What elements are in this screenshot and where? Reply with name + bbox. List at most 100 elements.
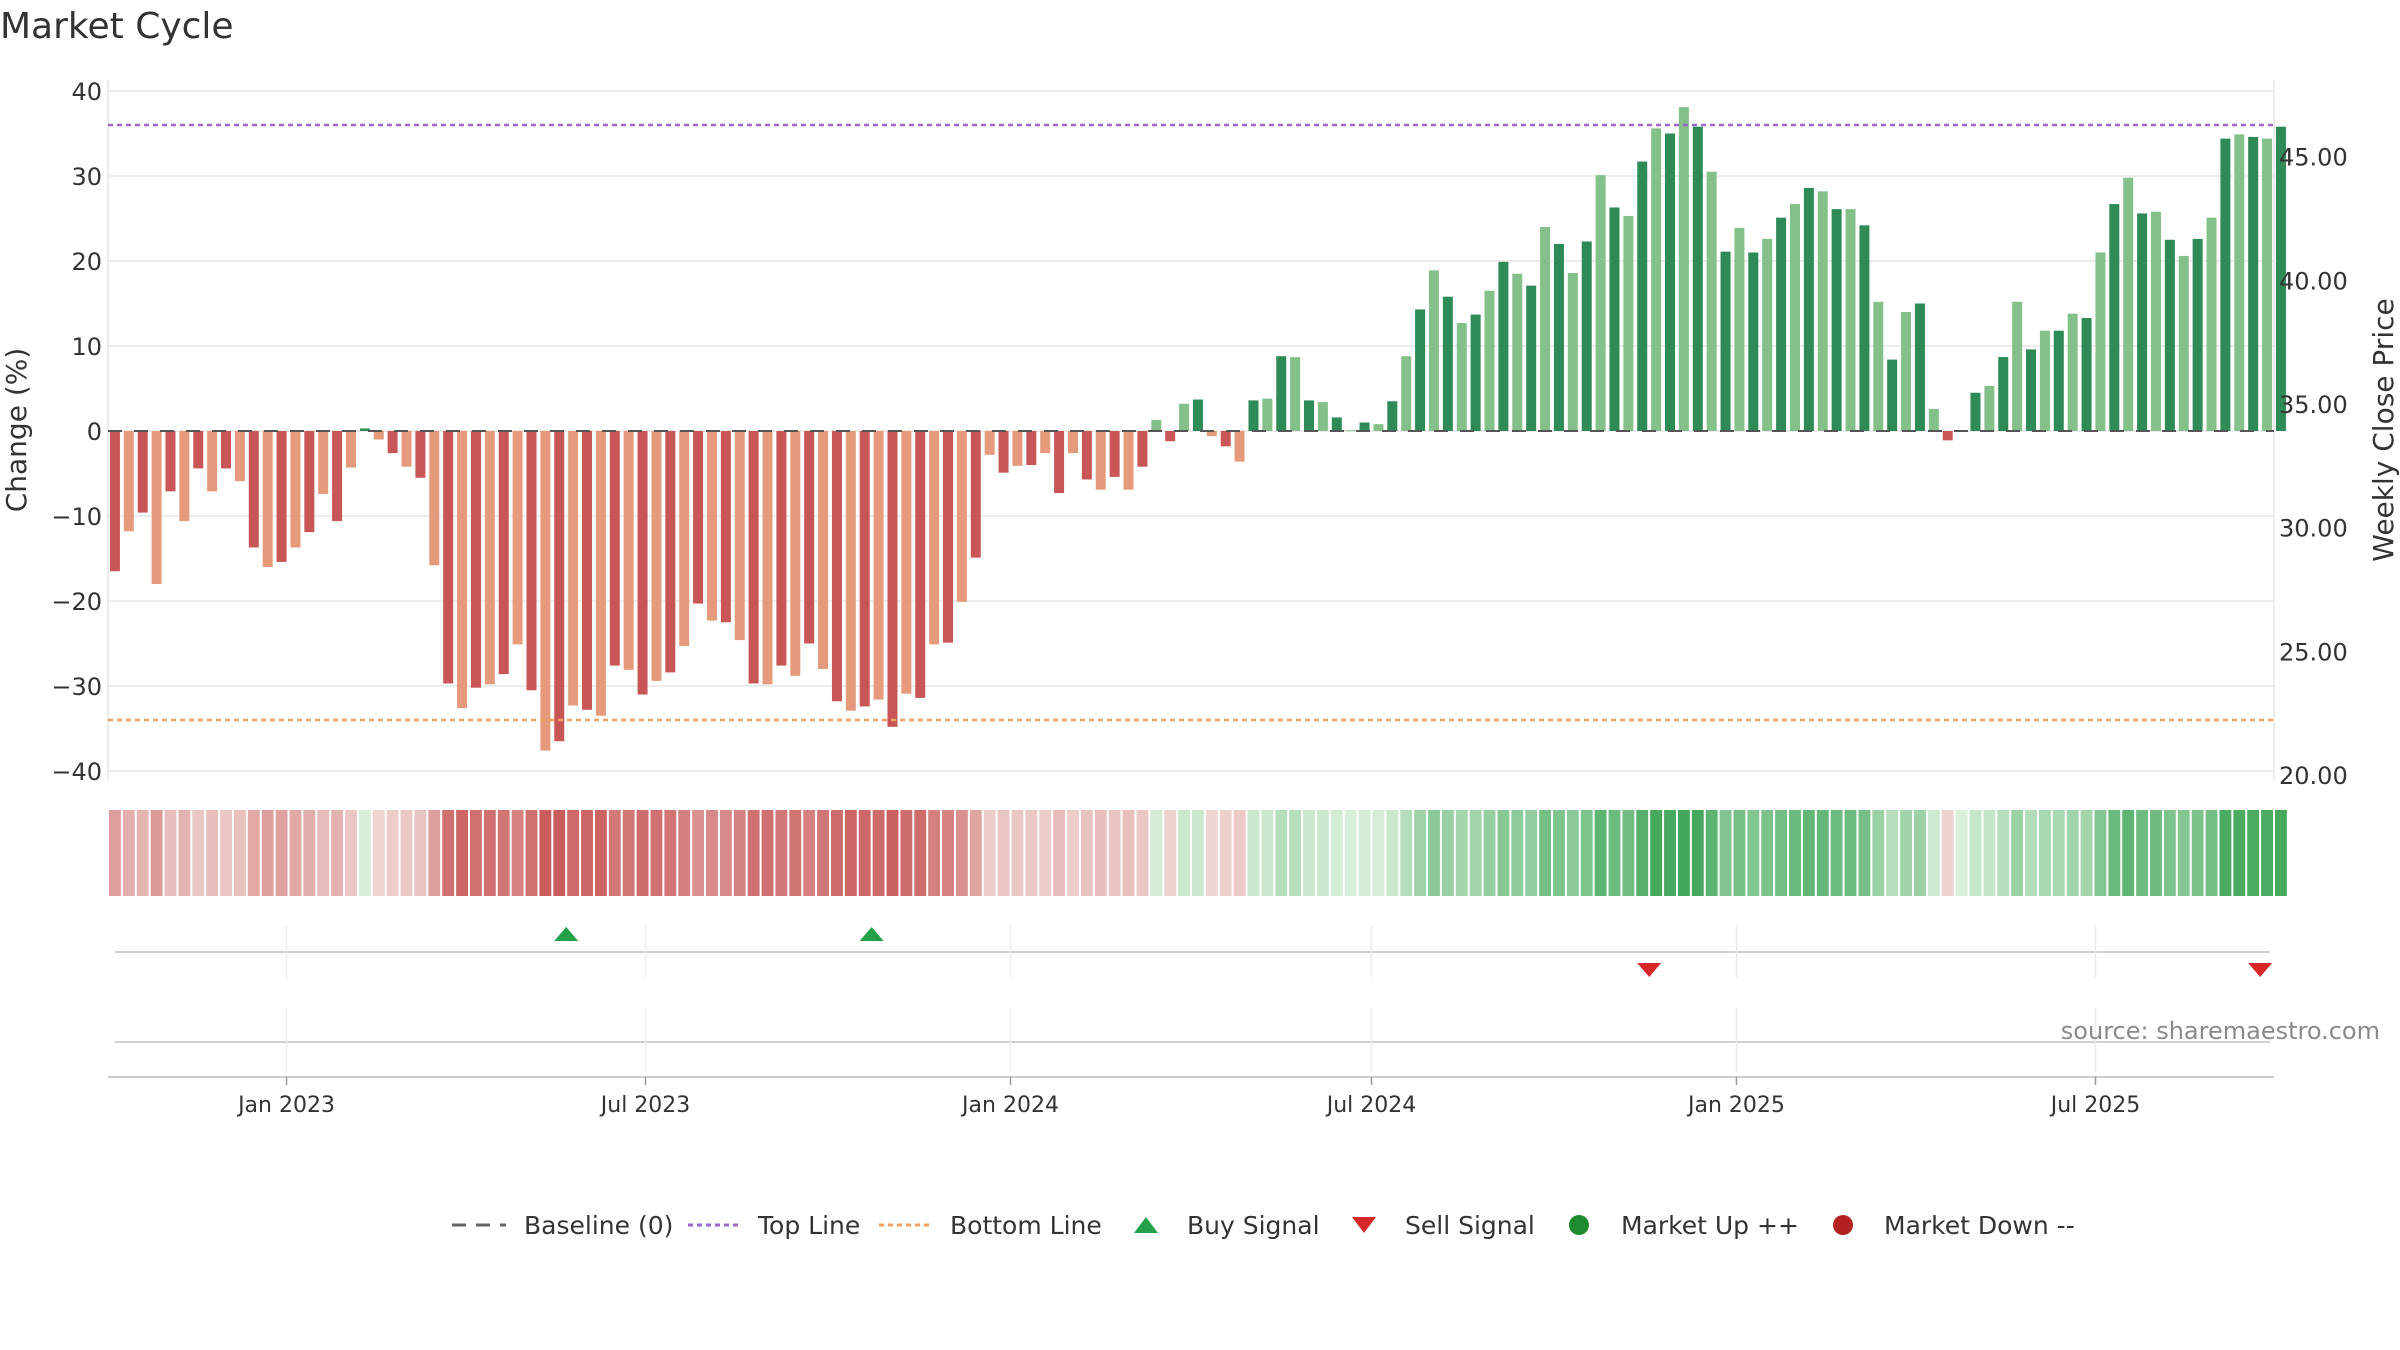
change-bar — [1484, 290, 1495, 431]
heat-cell — [1941, 810, 1954, 896]
change-bar — [1304, 400, 1315, 431]
heat-cell — [664, 810, 677, 896]
change-bar — [776, 431, 787, 666]
heat-cell — [109, 810, 121, 896]
heat-cell — [233, 810, 246, 896]
change-bar — [651, 431, 662, 681]
change-bar — [1123, 431, 1134, 490]
heat-cell — [1539, 810, 1551, 896]
heat-cell — [1733, 810, 1746, 896]
change-bar — [2178, 255, 2189, 431]
change-bar — [2095, 252, 2106, 431]
heat-cell — [928, 810, 941, 896]
heat-cell — [1372, 810, 1385, 896]
change-bar — [720, 431, 731, 623]
heat-cell — [1303, 810, 1315, 896]
heat-cell — [1636, 810, 1649, 896]
heat-cell — [2219, 810, 2232, 896]
change-bar — [1165, 431, 1176, 442]
heat-cell — [2122, 810, 2135, 896]
y-axis-right-title: Weekly Close Price — [2367, 298, 2400, 561]
legend: Baseline (0) Top Line Bottom Line Buy Signa… — [452, 1211, 2075, 1240]
change-bar — [582, 431, 593, 710]
change-bar — [1678, 107, 1689, 432]
y-left-tick-label: −30 — [51, 673, 102, 701]
heat-cell — [164, 810, 177, 896]
change-bar — [970, 431, 981, 558]
heat-cell — [136, 810, 149, 896]
heat-cell — [858, 810, 871, 896]
heat-cell — [1497, 810, 1510, 896]
change-bar — [1012, 431, 1023, 466]
heat-cell — [1192, 810, 1204, 896]
heat-cell — [706, 810, 718, 896]
heat-cell — [2233, 810, 2246, 896]
chart-title: Market Cycle — [0, 6, 234, 47]
heat-cell — [2011, 810, 2024, 896]
change-bar — [137, 431, 148, 513]
change-bar — [1040, 431, 1051, 454]
change-bar — [1651, 128, 1662, 431]
change-bar — [873, 431, 884, 700]
change-bar — [262, 431, 273, 567]
change-bar — [2206, 217, 2217, 431]
change-bar — [1970, 392, 1981, 431]
heat-cell — [1622, 810, 1635, 896]
change-bar — [554, 431, 565, 742]
legend-market-up-swatch — [1569, 1215, 1589, 1235]
change-bar — [831, 431, 842, 702]
change-bar — [207, 431, 218, 492]
change-bar — [1665, 133, 1676, 431]
change-bar — [1317, 402, 1328, 431]
change-bar — [1553, 244, 1564, 431]
heat-cell — [636, 810, 649, 896]
change-bar — [1387, 401, 1398, 431]
change-bar — [1734, 227, 1745, 431]
heat-cell — [1747, 810, 1760, 896]
change-bar — [401, 431, 412, 467]
change-bar — [526, 431, 537, 691]
change-bar — [984, 431, 995, 455]
change-bar — [248, 431, 259, 548]
legend-label: Top Line — [757, 1211, 860, 1240]
change-bar — [595, 431, 606, 716]
heat-cell — [1677, 810, 1690, 896]
heat-cell — [1927, 810, 1940, 896]
change-bar — [818, 431, 829, 669]
heat-cell — [1067, 810, 1079, 896]
change-bar — [1623, 215, 1634, 431]
legend-label: Sell Signal — [1405, 1211, 1535, 1240]
heat-cell — [331, 810, 344, 896]
x-tick-label: Jul 2023 — [599, 1093, 691, 1118]
heat-cell — [1414, 810, 1427, 896]
change-bar — [484, 431, 495, 685]
heat-cell — [1789, 810, 1801, 896]
heat-cell — [747, 810, 760, 896]
heat-cell — [2136, 810, 2149, 896]
change-bar — [2081, 317, 2092, 431]
change-bar — [1581, 241, 1592, 431]
x-tick-label: Jan 2023 — [236, 1093, 335, 1118]
heat-cell — [1011, 810, 1024, 896]
change-bar — [915, 431, 926, 698]
change-bar — [637, 431, 648, 695]
buy-signal-marker — [554, 927, 579, 941]
change-bar — [762, 431, 773, 685]
change-bar — [512, 431, 523, 645]
heat-cell — [2108, 810, 2121, 896]
change-bar — [1456, 323, 1467, 431]
legend-label: Bottom Line — [950, 1211, 1102, 1240]
change-bar — [1873, 301, 1884, 431]
heat-cell — [1469, 810, 1482, 896]
heat-cell — [1441, 810, 1454, 896]
change-bar — [1692, 126, 1703, 431]
change-bar — [679, 431, 690, 647]
heat-cell — [553, 810, 566, 896]
change-bar — [1831, 209, 1842, 431]
heat-cell — [2191, 810, 2204, 896]
change-bar — [1192, 399, 1203, 431]
heat-cell — [456, 810, 468, 896]
heat-cell — [2052, 810, 2065, 896]
heat-cell — [1080, 810, 1093, 896]
change-bar — [2275, 126, 2286, 431]
